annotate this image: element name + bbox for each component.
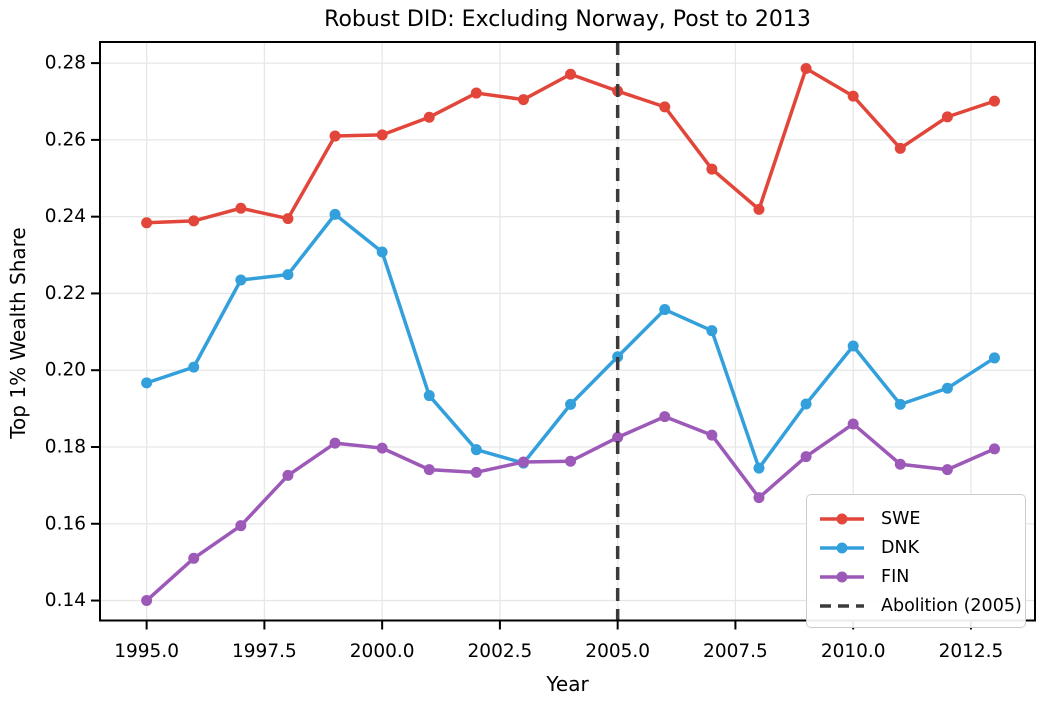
point-dnk-1999 — [329, 208, 341, 220]
y-tick-label-0.20: 0.20 — [45, 360, 86, 381]
point-fin-1999 — [329, 437, 341, 449]
point-fin-2001 — [423, 464, 435, 476]
legend-label: FIN — [881, 566, 910, 587]
point-dnk-2009 — [800, 398, 812, 410]
point-swe-2011 — [894, 142, 906, 154]
point-swe-1997 — [235, 202, 247, 214]
point-fin-2007 — [706, 429, 718, 441]
point-dnk-2001 — [423, 390, 435, 402]
point-swe-2002 — [470, 87, 482, 99]
y-tick-label-0.24: 0.24 — [45, 206, 86, 227]
legend-label: DNK — [881, 537, 920, 558]
legend-label: Abolition (2005) — [881, 595, 1022, 616]
point-swe-2000 — [376, 129, 388, 141]
x-axis-label: Year — [546, 672, 589, 696]
y-tick-label-0.26: 0.26 — [45, 129, 86, 150]
y-tick-label-0.18: 0.18 — [45, 436, 86, 457]
series-fin — [141, 411, 1000, 607]
point-fin-2009 — [800, 451, 812, 463]
legend-item-fin: FIN — [819, 562, 1015, 591]
dashed-line-swatch-icon — [820, 603, 864, 608]
x-tick-label-2012.5: 2012.5 — [939, 641, 1004, 662]
point-dnk-1996 — [188, 361, 200, 373]
point-swe-2001 — [423, 111, 435, 123]
y-tick-label-0.22: 0.22 — [45, 283, 86, 304]
point-fin-2012 — [941, 464, 953, 476]
legend-label: SWE — [881, 508, 921, 529]
point-dnk-2011 — [894, 398, 906, 410]
legend: SWE DNK FIN Abolition (2005) — [806, 494, 1026, 628]
gridlines — [100, 42, 1035, 621]
line-dnk — [144, 212, 997, 470]
y-tick-label-0.16: 0.16 — [45, 513, 86, 534]
point-dnk-2008 — [753, 462, 765, 474]
point-swe-2007 — [706, 163, 718, 175]
point-dnk-2013 — [988, 352, 1000, 364]
point-fin-2006 — [659, 411, 671, 423]
point-dnk-1995 — [141, 377, 153, 389]
point-dnk-2004 — [565, 398, 577, 410]
point-dnk-2007 — [706, 325, 718, 337]
point-dnk-2006 — [659, 304, 671, 316]
series-swe — [141, 62, 1000, 229]
point-fin-2013 — [988, 443, 1000, 455]
point-dnk-1998 — [282, 269, 294, 281]
point-fin-2000 — [376, 442, 388, 454]
line-marker-swatch-icon — [820, 542, 864, 553]
plot-border — [99, 41, 1036, 622]
chart-title: Robust DID: Excluding Norway, Post to 20… — [324, 7, 811, 32]
point-fin-2003 — [517, 456, 529, 468]
y-ticks: 0.14 0.16 0.18 0.20 0.22 0.24 0.26 0.28 — [45, 53, 99, 611]
point-swe-2010 — [847, 90, 859, 102]
point-fin-2011 — [894, 458, 906, 470]
point-dnk-2002 — [470, 444, 482, 456]
y-tick-label-0.28: 0.28 — [45, 53, 86, 74]
point-swe-2006 — [659, 101, 671, 113]
point-swe-2004 — [565, 68, 577, 80]
point-dnk-2012 — [941, 382, 953, 394]
point-swe-2003 — [517, 94, 529, 106]
point-swe-2008 — [753, 203, 765, 215]
x-tick-label-2005.0: 2005.0 — [585, 641, 650, 662]
point-swe-1998 — [282, 213, 294, 225]
legend-item-dnk: DNK — [819, 533, 1015, 562]
point-fin-2002 — [470, 466, 482, 478]
x-tick-label-1997.5: 1997.5 — [232, 641, 297, 662]
point-swe-1999 — [329, 130, 341, 142]
point-dnk-1997 — [235, 274, 247, 286]
point-fin-1995 — [141, 595, 153, 607]
point-fin-2005 — [612, 431, 624, 443]
point-swe-2009 — [800, 62, 812, 74]
point-swe-2013 — [988, 95, 1000, 107]
point-swe-1995 — [141, 217, 153, 229]
series-dnk — [141, 208, 1000, 474]
legend-item-abolition-2005-: Abolition (2005) — [819, 591, 1022, 620]
y-tick-label-0.14: 0.14 — [45, 590, 86, 611]
line-swe — [144, 66, 997, 225]
x-tick-label-2007.5: 2007.5 — [703, 641, 768, 662]
point-dnk-2000 — [376, 246, 388, 258]
line-marker-swatch-icon — [820, 513, 864, 524]
x-tick-label-2002.5: 2002.5 — [468, 641, 533, 662]
point-fin-1997 — [235, 520, 247, 532]
point-fin-2010 — [847, 418, 859, 430]
point-dnk-2010 — [847, 340, 859, 352]
point-fin-1996 — [188, 552, 200, 564]
x-tick-label-1995.0: 1995.0 — [114, 641, 179, 662]
point-fin-2004 — [565, 455, 577, 467]
x-tick-label-2000.0: 2000.0 — [350, 641, 415, 662]
line-marker-swatch-icon — [820, 571, 864, 582]
x-tick-label-2010.0: 2010.0 — [821, 641, 886, 662]
point-fin-2008 — [753, 492, 765, 504]
point-swe-1996 — [188, 215, 200, 227]
legend-item-swe: SWE — [819, 504, 1015, 533]
point-fin-1998 — [282, 469, 294, 481]
y-axis-label: Top 1% Wealth Share — [6, 227, 30, 439]
point-dnk-2005 — [612, 351, 624, 363]
point-swe-2012 — [941, 111, 953, 123]
